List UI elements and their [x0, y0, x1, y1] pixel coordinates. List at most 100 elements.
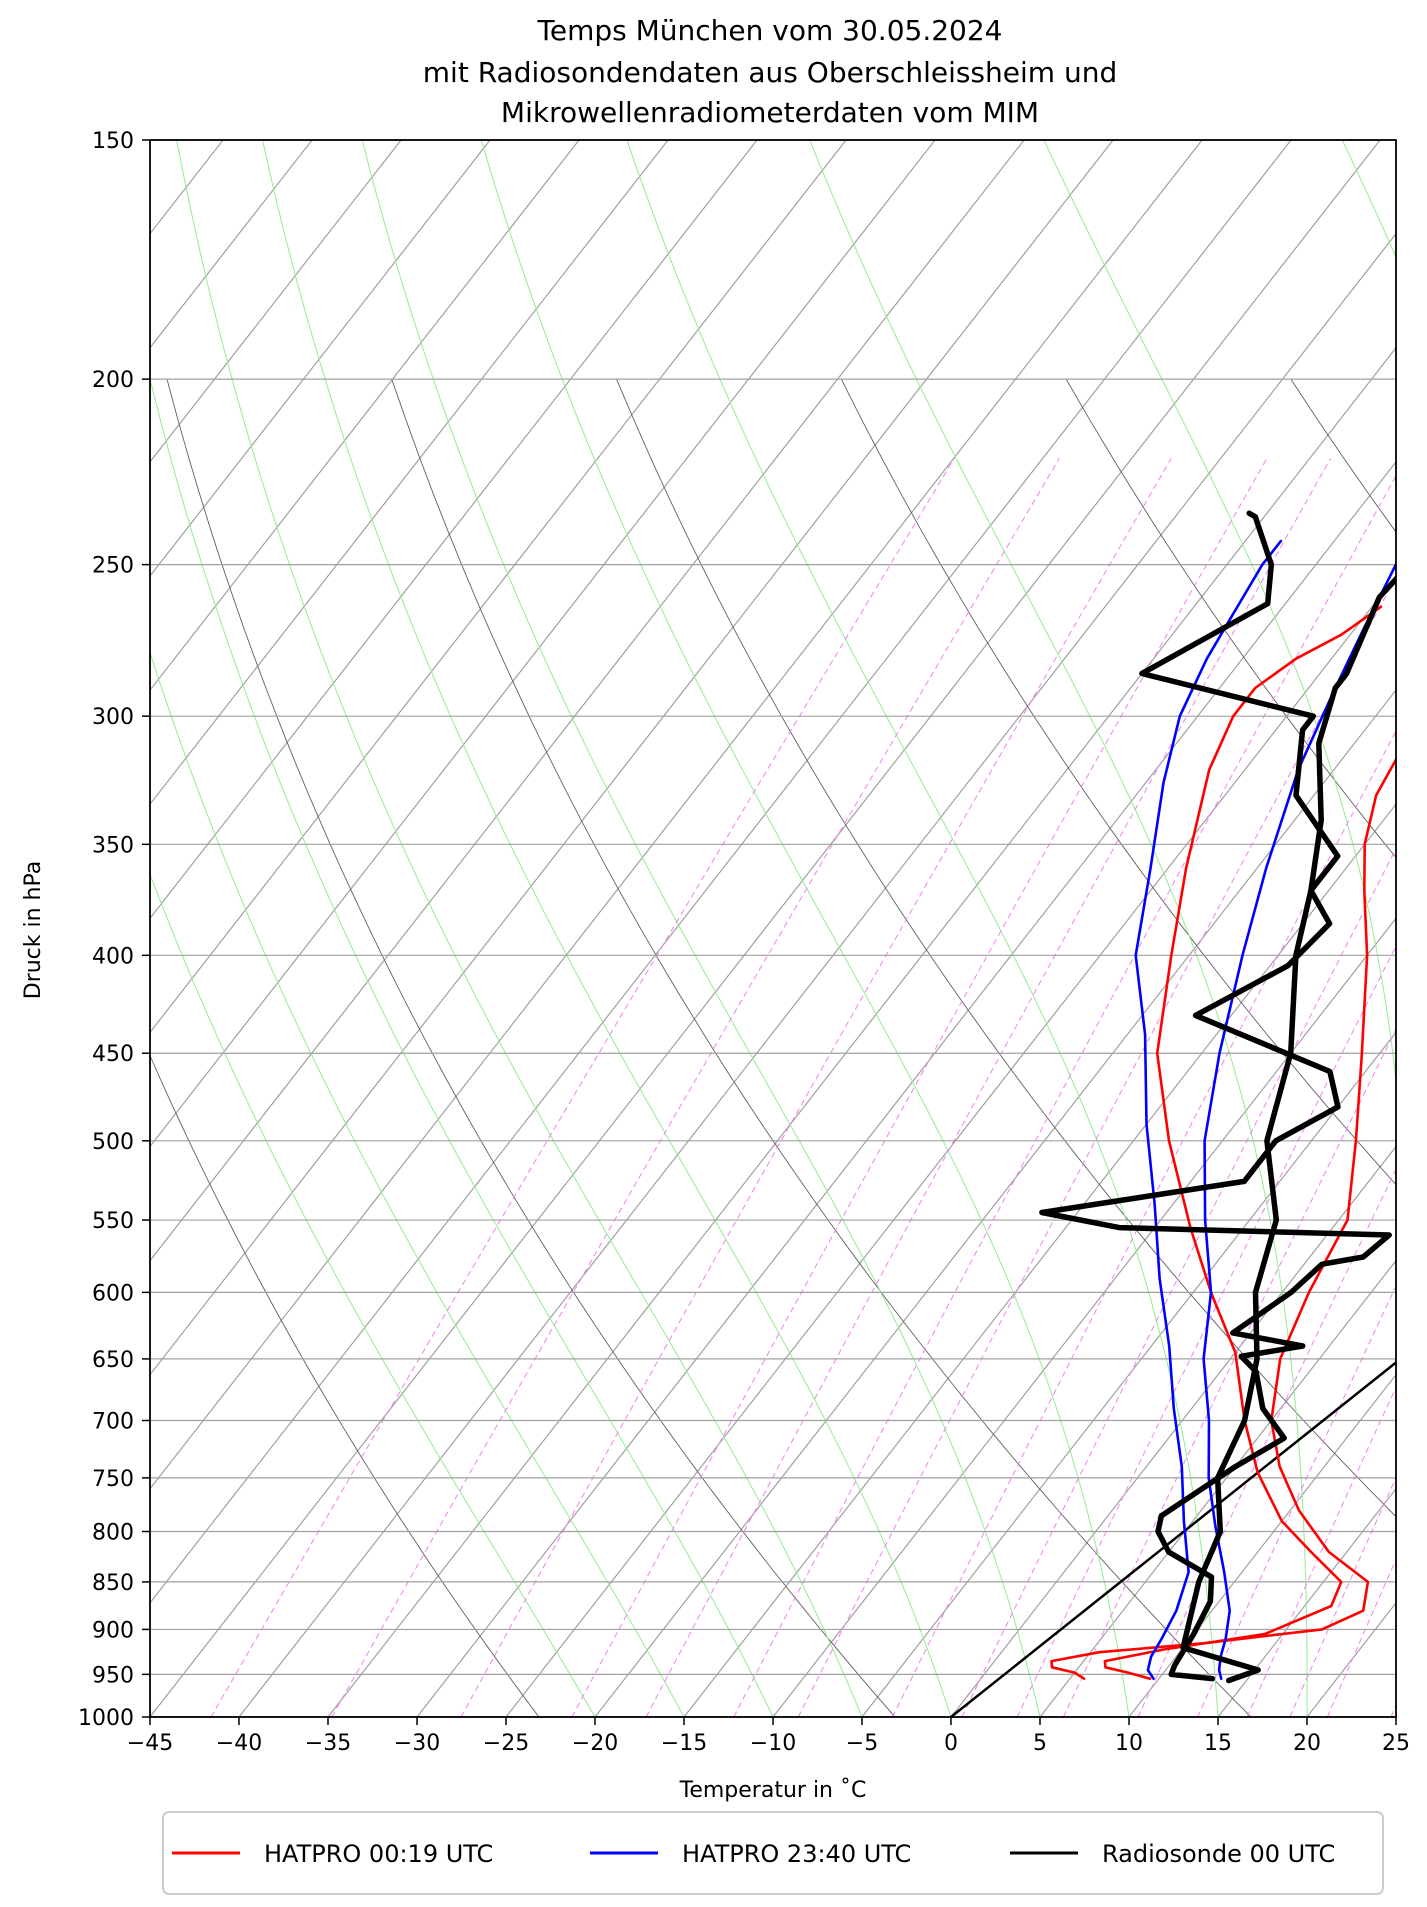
- series-2-temperature-line: [1180, 574, 1396, 1684]
- y-tick-label: 300: [92, 705, 134, 730]
- series-2-dewpoint-line: [1039, 510, 1392, 1682]
- legend-label-hatpro-2340: HATPRO 23:40 UTC: [682, 1840, 911, 1868]
- y-tick-label: 850: [92, 1571, 134, 1596]
- isotherm-line: [150, 140, 491, 577]
- x-axis: −45 −40 −35 −30 −25 −20 −15 −10 −5 0 5 10 15 20 25: [127, 1717, 1410, 1756]
- mixing-ratio-line: [460, 458, 1172, 1717]
- y-tick-label: 400: [92, 944, 134, 969]
- mixing-ratio-line: [210, 458, 955, 1717]
- y-tick-label: 1000: [78, 1706, 134, 1731]
- y-tick-label: 350: [92, 833, 134, 858]
- chart-title: Temps München vom 30.05.2024 mit Radioso…: [423, 14, 1117, 129]
- data-series: [950, 510, 1396, 1717]
- isotherm-line: [683, 803, 1396, 1717]
- legend-box: [162, 1811, 1384, 1895]
- series-1-temperature-line: [1202, 560, 1396, 1680]
- x-tick-label: 15: [1204, 1731, 1232, 1756]
- x-tick-label: 25: [1382, 1731, 1410, 1756]
- y-tick-label: 200: [92, 368, 134, 393]
- y-tick-label: 900: [92, 1618, 134, 1643]
- x-tick-label: −15: [661, 1731, 707, 1756]
- dry-adiabat-line: [840, 378, 1396, 1186]
- legend-label-radiosonde: Radiosonde 00 UTC: [1102, 1840, 1335, 1868]
- isotherm-line: [150, 140, 1203, 1490]
- mixing-ratio-line: [733, 474, 1396, 1717]
- y-tick-label: 700: [92, 1410, 134, 1435]
- y-tick-label: 500: [92, 1130, 134, 1155]
- isotherm-line: [150, 140, 402, 463]
- y-tick-label: 950: [92, 1663, 134, 1688]
- series-0-temperature-line: [1050, 756, 1396, 1680]
- isotherm-line: [150, 140, 1114, 1376]
- x-tick-label: −25: [483, 1731, 529, 1756]
- isotherm-line: [1395, 1716, 1396, 1717]
- y-tick-label: 600: [92, 1281, 134, 1306]
- isotherm-line: [150, 140, 847, 1034]
- mixing-ratio-line: [1062, 1028, 1396, 1717]
- moist-adiabat-line: [626, 140, 1219, 1717]
- isotherm-line: [950, 1145, 1396, 1717]
- y-tick-label: 550: [92, 1209, 134, 1234]
- isotherm-line: [150, 140, 1381, 1717]
- isotherm-line: [1128, 1373, 1396, 1717]
- isotherm-line: [861, 1031, 1396, 1717]
- y-tick-label: 150: [92, 129, 134, 154]
- isotherm-line: [772, 917, 1396, 1717]
- isotherm-line: [594, 689, 1396, 1717]
- x-tick-label: −30: [394, 1731, 440, 1756]
- x-tick-label: −20: [572, 1731, 618, 1756]
- isotherm-line: [238, 232, 1396, 1717]
- moist-adiabat-line: [176, 140, 863, 1717]
- y-tick-label: 450: [92, 1042, 134, 1067]
- series-0-dewpoint-line: [1103, 605, 1383, 1680]
- dry-adiabat-line: [150, 1054, 540, 1717]
- isotherm-line: [416, 460, 1396, 1717]
- mixing-ratio-line: [331, 458, 1060, 1717]
- x-tick-label: −45: [127, 1731, 173, 1756]
- moist-adiabat-line: [150, 650, 685, 1717]
- y-axis-label: Druck in hPa: [21, 861, 46, 1000]
- moist-adiabat-line: [1043, 140, 1396, 1717]
- isotherm-line: [150, 140, 580, 692]
- legend-label-hatpro-0019: HATPRO 00:19 UTC: [264, 1840, 493, 1868]
- dry-adiabat-line: [1065, 378, 1396, 859]
- x-tick-label: −10: [750, 1731, 796, 1756]
- dry-adiabat-line: [166, 378, 896, 1717]
- x-axis-label: Temperatur in ˚C: [679, 1778, 867, 1803]
- isotherm-line: [505, 574, 1396, 1717]
- moist-adiabat-line: [150, 376, 774, 1717]
- isotherm-line: [327, 346, 1396, 1717]
- mixing-ratio-line: [1197, 1284, 1396, 1717]
- isotherm-line: [150, 140, 936, 1148]
- moist-adiabat-line: [361, 140, 1041, 1717]
- moist-adiabat-line: [809, 140, 1308, 1717]
- moist-adiabat-line: [480, 140, 1130, 1717]
- y-tick-label: 250: [92, 554, 134, 579]
- title-line-1: Temps München vom 30.05.2024: [537, 14, 1003, 47]
- x-tick-label: 0: [944, 1731, 958, 1756]
- y-tick-label: 800: [92, 1521, 134, 1546]
- moist-adiabat-line: [150, 872, 596, 1717]
- dry-adiabat-line: [1290, 378, 1396, 533]
- isotherm-line: [150, 140, 1292, 1604]
- y-axis: 150 200 250 300 350 400 450 500 550 600 650 700 750 8…: [78, 129, 150, 1731]
- isotherm-line: [150, 140, 1025, 1262]
- x-tick-label: 5: [1033, 1731, 1047, 1756]
- y-tick-label: 650: [92, 1348, 134, 1373]
- mixing-ratio-line: [1326, 1558, 1396, 1717]
- isotherm-line: [1039, 1259, 1396, 1717]
- legend: HATPRO 00:19 UTC HATPRO 23:40 UTC Radios…: [162, 1811, 1384, 1895]
- isotherm-line: [150, 140, 758, 920]
- x-tick-label: −5: [846, 1731, 878, 1756]
- x-tick-label: −40: [216, 1731, 262, 1756]
- x-tick-label: 20: [1293, 1731, 1321, 1756]
- moist-adiabat-line: [262, 140, 952, 1717]
- dry-adiabat-line: [391, 378, 1252, 1717]
- title-line-2: mit Radiosondendaten aus Oberschleisshei…: [423, 56, 1117, 89]
- isotherm-line: [150, 140, 669, 806]
- y-tick-label: 750: [92, 1467, 134, 1492]
- dry-adiabat-line: [616, 378, 1396, 1518]
- mixing-ratio-line: [645, 458, 1331, 1717]
- background-lines: [150, 140, 1396, 1717]
